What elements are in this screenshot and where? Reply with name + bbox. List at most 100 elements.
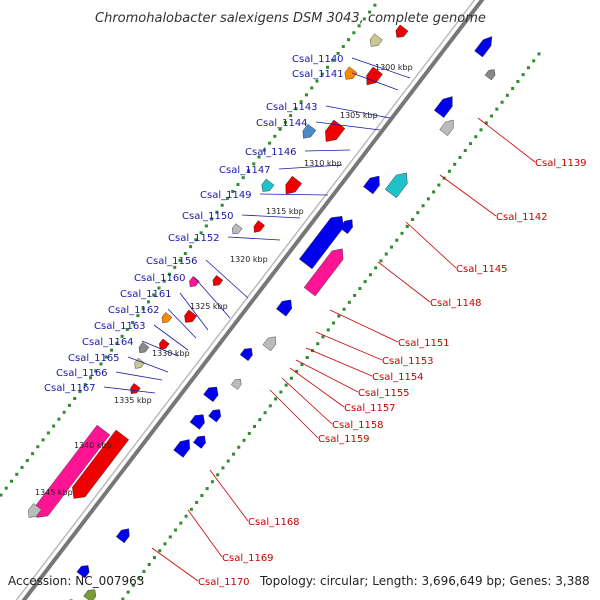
kbp-tick-label: 1335 kbp bbox=[114, 396, 152, 405]
tick-dot bbox=[268, 141, 272, 145]
gene-csal-1144[interactable] bbox=[439, 117, 458, 137]
tick-dot bbox=[337, 314, 341, 318]
gene-label-right[interactable]: Csal_1157 bbox=[344, 403, 396, 414]
gene-rev-b[interactable] bbox=[393, 24, 409, 41]
tick-dot bbox=[289, 376, 293, 380]
gene-label-right[interactable]: Csal_1169 bbox=[222, 553, 274, 564]
gene-label-left[interactable]: Csal_1152 bbox=[168, 233, 220, 244]
gene-csal-1164[interactable] bbox=[208, 406, 223, 423]
tick-dot bbox=[257, 155, 261, 159]
gene-label-right[interactable]: Csal_1145 bbox=[456, 264, 508, 275]
tick-dot bbox=[411, 218, 415, 222]
gene-csal-1141[interactable] bbox=[484, 67, 497, 81]
tick-dot bbox=[389, 245, 393, 249]
gene-label-left[interactable]: Csal_1140 bbox=[292, 54, 344, 65]
tick-dot bbox=[310, 86, 314, 90]
gene-csal-1168[interactable] bbox=[67, 429, 130, 503]
gene-rev-steel[interactable] bbox=[299, 123, 317, 141]
gene-csal-1143[interactable] bbox=[433, 93, 457, 118]
tick-dot bbox=[25, 459, 29, 463]
gene-label-left[interactable]: Csal_1162 bbox=[108, 305, 160, 316]
tick-dot bbox=[204, 224, 208, 228]
tick-dot bbox=[205, 487, 209, 491]
gene-csal-1161[interactable] bbox=[239, 345, 255, 362]
tick-dot bbox=[67, 403, 71, 407]
gene-csal-1165[interactable] bbox=[189, 411, 208, 430]
gene-label-left[interactable]: Csal_1149 bbox=[200, 190, 252, 201]
gene-label-right[interactable]: Csal_1158 bbox=[332, 420, 384, 431]
gene-csal-1158[interactable] bbox=[132, 357, 145, 371]
gene-label-right[interactable]: Csal_1153 bbox=[382, 356, 434, 367]
gene-csal-1157[interactable] bbox=[137, 342, 150, 355]
tick-dot bbox=[357, 24, 361, 28]
gene-csal-1140[interactable] bbox=[474, 33, 496, 58]
gene-label-left[interactable]: Csal_1167 bbox=[44, 383, 96, 394]
gene-csal-1155[interactable] bbox=[157, 338, 170, 352]
gene-label-right[interactable]: Csal_1159 bbox=[318, 434, 370, 445]
gene-rev-c[interactable] bbox=[367, 33, 383, 50]
gene-label-right[interactable]: Csal_1170 bbox=[198, 577, 250, 588]
gene-fwd-b[interactable] bbox=[76, 562, 92, 579]
leader-line bbox=[351, 72, 399, 91]
gene-label-left[interactable]: Csal_1141 bbox=[292, 69, 344, 80]
gene-csal-1152[interactable] bbox=[303, 245, 348, 297]
gene-label-right[interactable]: Csal_1151 bbox=[398, 338, 450, 349]
gene-csal-1153[interactable] bbox=[182, 309, 198, 326]
leader-line bbox=[259, 193, 329, 196]
map-title: Chromohalobacter salexigens DSM 3043, co… bbox=[95, 11, 486, 26]
gene-label-right[interactable]: Csal_1142 bbox=[496, 212, 548, 223]
gene-label-right[interactable]: Csal_1168 bbox=[248, 517, 300, 528]
gene-rev-orange[interactable] bbox=[342, 66, 358, 83]
gene-label-right[interactable]: Csal_1148 bbox=[430, 298, 482, 309]
backbone-shadow bbox=[15, 0, 476, 600]
gene-csal-1146[interactable] bbox=[384, 169, 412, 199]
gene-label-left[interactable]: Csal_1147 bbox=[219, 165, 271, 176]
tick-dot bbox=[295, 369, 299, 373]
gene-csal-1166[interactable] bbox=[193, 433, 208, 449]
gene-rev-d[interactable] bbox=[251, 220, 265, 235]
gene-csal-1170[interactable] bbox=[25, 503, 42, 520]
gene-rev-cyan[interactable] bbox=[259, 178, 275, 195]
gene-fwd-c[interactable] bbox=[83, 587, 99, 600]
gene-label-left[interactable]: Csal_1144 bbox=[256, 118, 308, 129]
gene-csal-1160[interactable] bbox=[262, 334, 279, 352]
gene-label-left[interactable]: Csal_1166 bbox=[56, 368, 108, 379]
gene-csal-1167[interactable] bbox=[173, 436, 194, 458]
gene-label-left[interactable]: Csal_1150 bbox=[182, 211, 234, 222]
gene-label-left[interactable]: Csal_1164 bbox=[82, 337, 134, 348]
gene-csal-1163[interactable] bbox=[203, 383, 222, 403]
tick-dot bbox=[453, 162, 457, 166]
tick-dot bbox=[210, 217, 214, 221]
gene-csal-1151[interactable] bbox=[187, 276, 200, 289]
gene-csal-1145[interactable] bbox=[281, 175, 303, 198]
gene-csal-1162[interactable] bbox=[230, 377, 243, 390]
gene-csal-1149[interactable] bbox=[339, 217, 356, 235]
gene-label-left[interactable]: Csal_1163 bbox=[94, 321, 146, 332]
gene-csal-1147[interactable] bbox=[363, 172, 383, 195]
leader-line bbox=[377, 261, 431, 303]
gene-label-left[interactable]: Csal_1160 bbox=[134, 273, 186, 284]
gene-csal-1154[interactable] bbox=[159, 312, 173, 325]
gene-fwd-d[interactable] bbox=[59, 596, 76, 600]
gene-csal-1150[interactable] bbox=[299, 211, 348, 270]
gene-label-left[interactable]: Csal_1143 bbox=[266, 102, 318, 113]
gene-label-left[interactable]: Csal_1146 bbox=[245, 147, 297, 158]
gene-csal-1169[interactable] bbox=[30, 424, 111, 522]
gene-label-left[interactable]: Csal_1156 bbox=[146, 256, 198, 267]
gene-label-left[interactable]: Csal_1161 bbox=[120, 289, 172, 300]
tick-dot bbox=[304, 93, 308, 97]
gene-label-left[interactable]: Csal_1165 bbox=[68, 353, 120, 364]
tick-dot bbox=[342, 307, 346, 311]
gene-rev-e[interactable] bbox=[210, 275, 224, 288]
leader-line bbox=[151, 547, 199, 582]
gene-csal-1156[interactable] bbox=[276, 296, 295, 317]
gene-csal-1148[interactable] bbox=[230, 223, 243, 237]
leader-line bbox=[115, 371, 163, 381]
gene-label-right[interactable]: Csal_1139 bbox=[535, 158, 587, 169]
tick-dot bbox=[225, 196, 229, 200]
gene-label-right[interactable]: Csal_1155 bbox=[358, 388, 410, 399]
gene-csal-1139[interactable] bbox=[362, 66, 383, 89]
gene-label-right[interactable]: Csal_1154 bbox=[372, 372, 424, 383]
gene-fwd-a[interactable] bbox=[115, 526, 132, 544]
